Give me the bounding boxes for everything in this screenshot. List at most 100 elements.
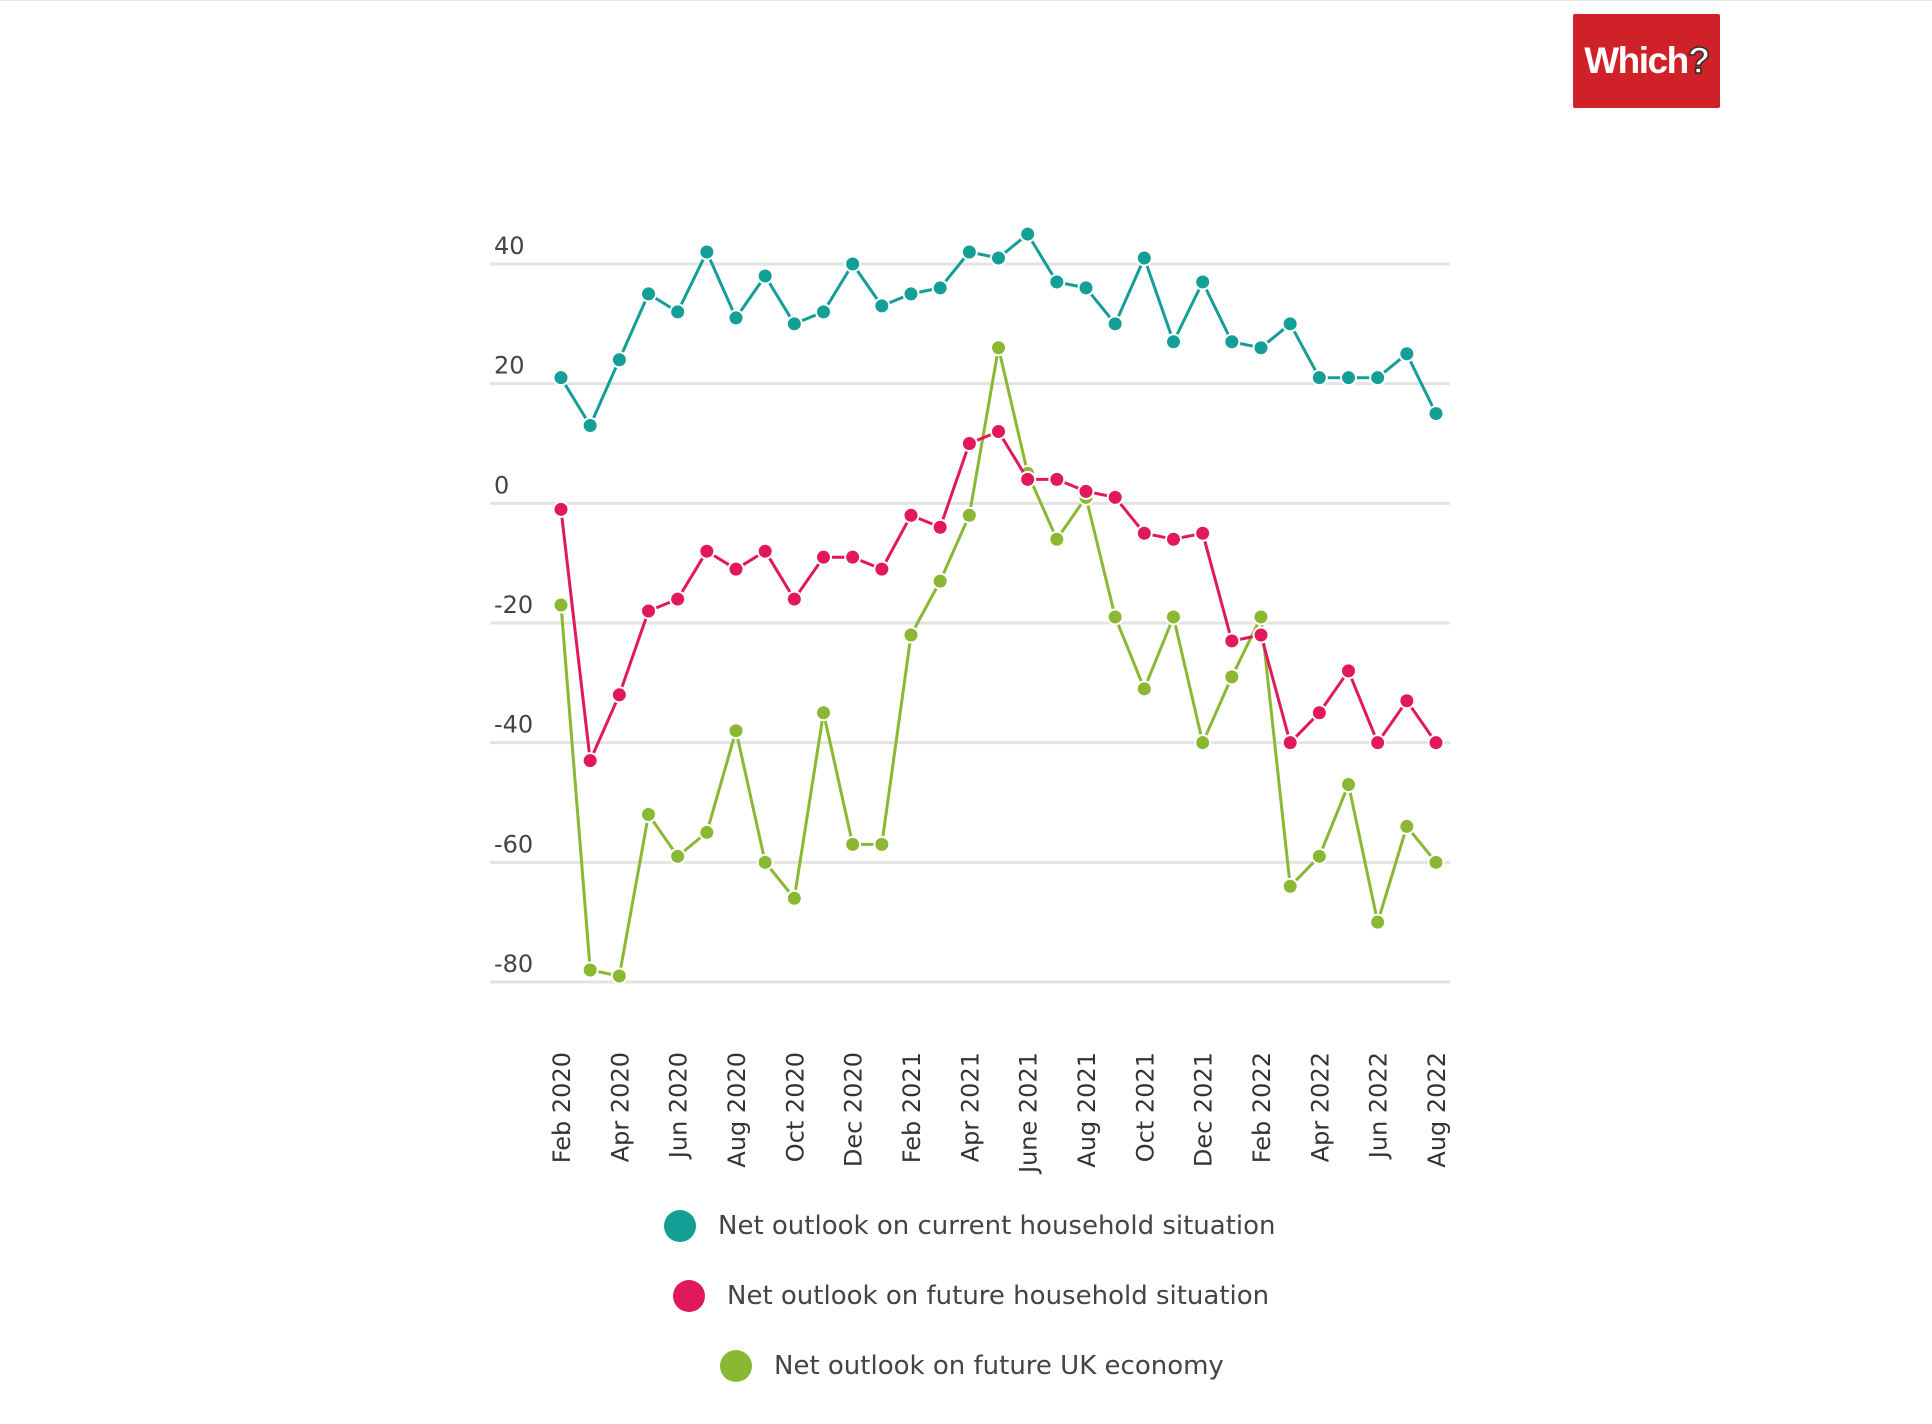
data-point[interactable] [669,303,687,321]
data-point[interactable] [1135,680,1153,698]
data-point[interactable] [1340,662,1357,680]
data-point[interactable] [1048,273,1066,291]
data-point[interactable] [960,435,978,452]
data-point[interactable] [990,249,1007,267]
data-point[interactable] [873,560,891,578]
data-point[interactable] [552,596,570,614]
data-point[interactable] [1310,704,1328,722]
data-point[interactable] [581,961,599,979]
data-point[interactable] [698,243,716,261]
data-point[interactable] [756,542,774,560]
data-point[interactable] [1369,369,1387,387]
data-point[interactable] [873,835,891,853]
data-point[interactable] [1340,776,1357,794]
data-point[interactable] [1281,734,1299,752]
data-point[interactable] [610,967,628,985]
data-point[interactable] [1077,482,1095,500]
series-line [559,430,1438,763]
data-point[interactable] [698,823,716,841]
data-point[interactable] [990,339,1007,357]
data-point[interactable] [785,889,803,907]
data-point[interactable] [844,255,862,273]
data-point[interactable] [1310,369,1328,387]
data-point[interactable] [1398,345,1416,363]
data-point[interactable] [669,590,687,608]
data-point[interactable] [1223,632,1241,650]
data-point[interactable] [1135,249,1153,267]
data-point[interactable] [1398,817,1416,835]
which-logo[interactable]: Which? [1573,14,1720,108]
data-point[interactable] [610,686,628,704]
data-point[interactable] [960,243,978,261]
data-point[interactable] [756,267,774,285]
data-point[interactable] [960,506,978,524]
data-point[interactable] [1165,530,1182,548]
data-point[interactable] [1048,530,1066,548]
data-point[interactable] [1106,608,1124,626]
data-point[interactable] [1194,524,1212,542]
data-point[interactable] [581,752,599,770]
data-point[interactable] [785,315,803,333]
data-point[interactable] [902,626,920,644]
data-point[interactable] [844,835,862,853]
data-point[interactable] [727,722,745,740]
legend-item-uk-economy[interactable]: Net outlook on future UK economy [720,1350,1224,1382]
x-tick-label: Dec 2020 [840,1052,868,1167]
data-point[interactable] [815,704,832,722]
data-point[interactable] [1077,279,1095,297]
data-point[interactable] [1340,369,1357,387]
data-point[interactable] [1369,734,1387,752]
data-point[interactable] [1165,608,1182,626]
data-point[interactable] [990,423,1007,441]
data-point[interactable] [640,602,657,620]
data-point[interactable] [1223,668,1241,686]
data-point[interactable] [1427,405,1445,423]
data-point[interactable] [1281,315,1299,333]
data-point[interactable] [1019,470,1037,488]
data-point[interactable] [552,369,570,387]
data-point[interactable] [815,303,832,321]
data-point[interactable] [1252,626,1270,644]
data-point[interactable] [1048,470,1066,488]
data-point[interactable] [1281,877,1299,895]
data-point[interactable] [640,285,657,303]
data-point[interactable] [756,853,774,871]
data-point[interactable] [727,309,745,327]
data-point[interactable] [931,518,949,536]
data-point[interactable] [1106,315,1124,333]
data-point[interactable] [1165,333,1182,351]
data-point[interactable] [931,279,949,297]
data-point[interactable] [1369,913,1387,931]
data-point[interactable] [1310,847,1328,865]
data-point[interactable] [902,285,920,303]
y-tick-label: -20 [494,591,533,619]
data-point[interactable] [1398,692,1416,710]
data-point[interactable] [1019,225,1037,243]
data-point[interactable] [552,500,570,518]
data-point[interactable] [844,548,862,566]
data-point[interactable] [1427,734,1445,752]
data-point[interactable] [1427,853,1445,871]
data-point[interactable] [931,572,949,590]
data-point[interactable] [610,351,628,369]
data-point[interactable] [669,847,687,865]
data-point[interactable] [1223,333,1241,351]
series-1 [552,423,1445,770]
x-tick-label: June 2021 [1015,1052,1043,1175]
data-point[interactable] [873,297,891,315]
legend-item-current-household[interactable]: Net outlook on current household situati… [664,1210,1276,1242]
data-point[interactable] [727,560,745,578]
data-point[interactable] [640,805,657,823]
data-point[interactable] [1106,488,1124,506]
data-point[interactable] [785,590,803,608]
data-point[interactable] [815,548,832,566]
data-point[interactable] [581,417,599,435]
data-point[interactable] [902,506,920,524]
legend-item-future-household[interactable]: Net outlook on future household situatio… [673,1280,1269,1312]
data-point[interactable] [1252,339,1270,357]
data-point[interactable] [1194,734,1212,752]
data-point[interactable] [1135,524,1153,542]
data-point[interactable] [1194,273,1212,291]
data-point[interactable] [698,542,716,560]
data-point[interactable] [1252,608,1270,626]
